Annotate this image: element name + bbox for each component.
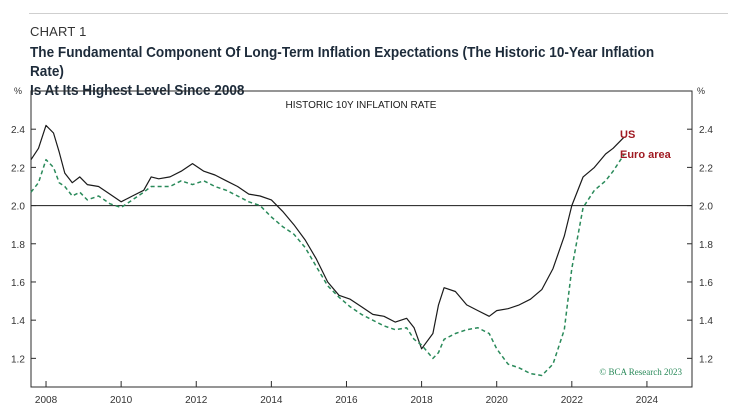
y-tick-label-left: 1.8 — [11, 240, 25, 251]
y-tick-label-right: 1.8 — [699, 240, 713, 251]
inner-chart-title: HISTORIC 10Y INFLATION RATE — [286, 100, 437, 111]
y-tick-label-left: 1.2 — [11, 354, 25, 365]
y-tick-label-right: 1.2 — [699, 354, 713, 365]
x-tick-label: 2014 — [260, 395, 283, 406]
series-label-us: US — [620, 129, 635, 141]
y-tick-label-right: 1.4 — [699, 316, 713, 327]
y-tick-label-right: 2.4 — [699, 125, 713, 136]
top-rule — [29, 13, 728, 14]
y-tick-label-left: 1.4 — [11, 316, 25, 327]
y-unit-right: % — [697, 86, 705, 96]
y-tick-label-right: 1.6 — [699, 278, 713, 289]
y-tick-label-left: 2.2 — [11, 163, 25, 174]
x-tick-label: 2020 — [486, 395, 509, 406]
x-tick-label: 2016 — [335, 395, 358, 406]
y-unit-left: % — [14, 86, 22, 96]
x-tick-label: 2024 — [636, 395, 659, 406]
series-line-us — [30, 124, 625, 350]
y-tick-label-left: 2.0 — [11, 202, 25, 213]
chart-title-line-1: The Fundamental Component Of Long-Term I… — [30, 45, 655, 80]
x-tick-label: 2008 — [35, 395, 58, 406]
series-label-euro-area: Euro area — [620, 149, 672, 161]
y-tick-label-right: 2.0 — [699, 202, 713, 213]
source-note: © BCA Research 2023 — [599, 367, 682, 377]
plot-frame — [30, 90, 693, 388]
x-tick-label: 2022 — [561, 395, 584, 406]
y-tick-label-left: 1.6 — [11, 278, 25, 289]
y-tick-label-left: 2.4 — [11, 125, 25, 136]
series-line-euro-area — [30, 153, 626, 377]
x-tick-label: 2010 — [110, 395, 133, 406]
x-tick-label: 2018 — [410, 395, 433, 406]
chart-number: CHART 1 — [30, 24, 87, 39]
y-tick-label-right: 2.2 — [699, 163, 713, 174]
x-tick-label: 2012 — [185, 395, 208, 406]
